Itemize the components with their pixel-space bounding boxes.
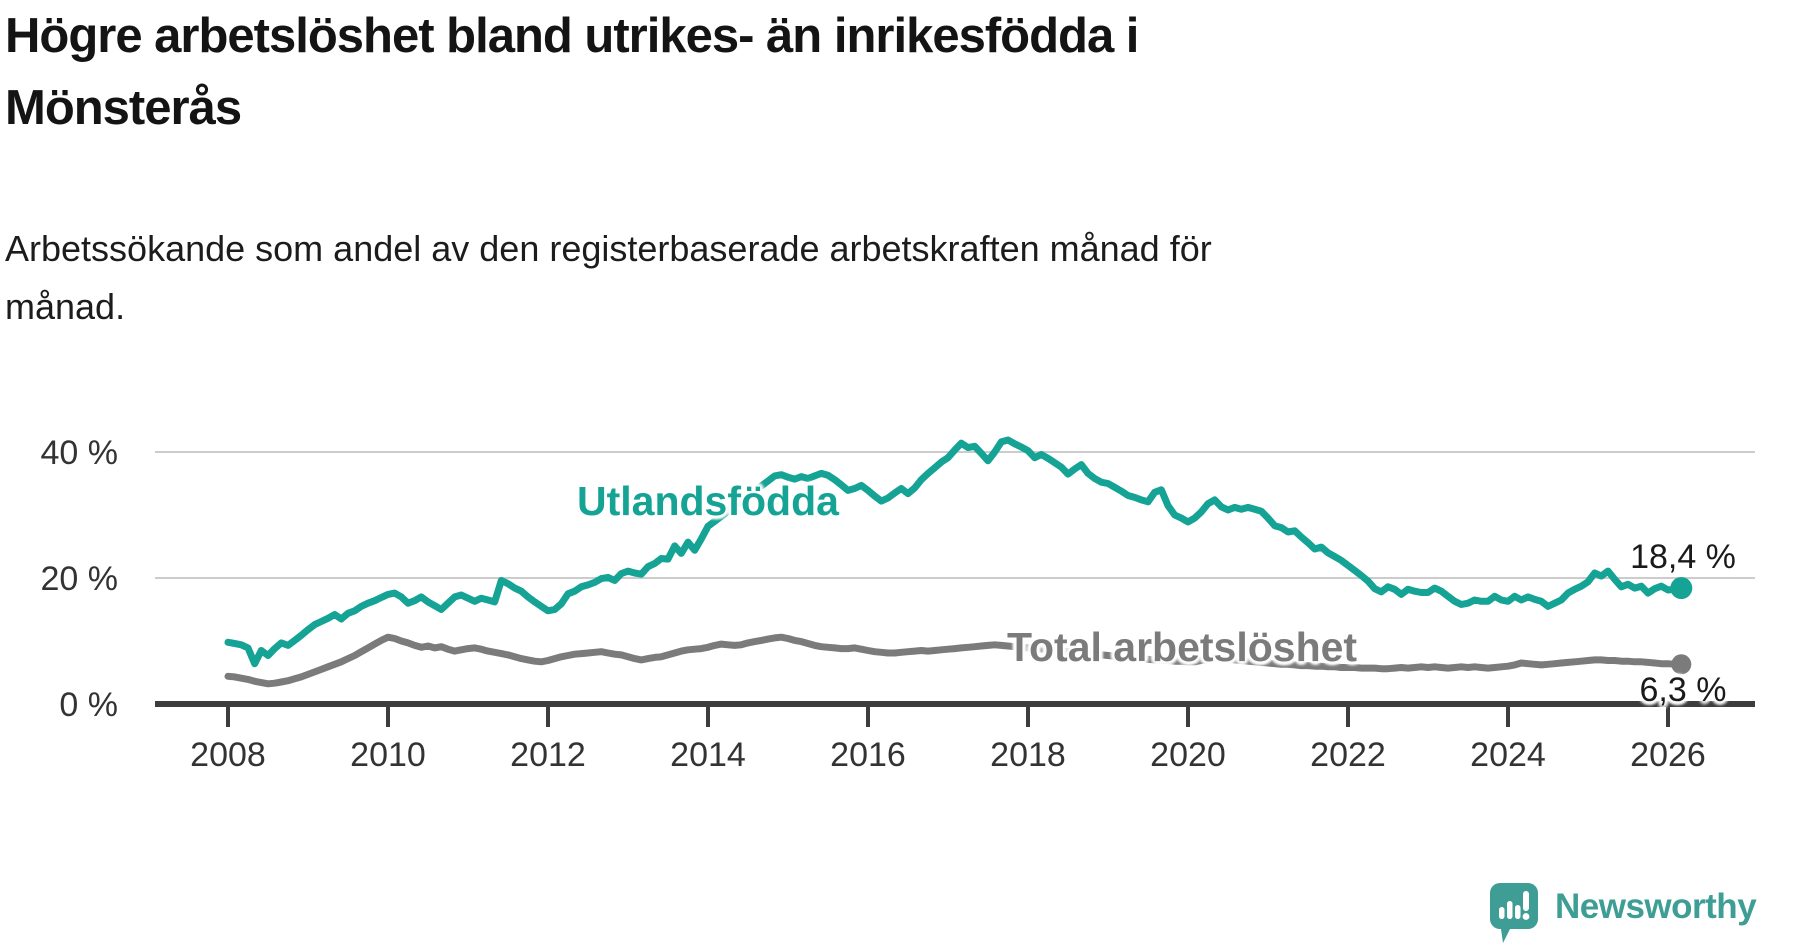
end-value-label-utlandsfodda: 18,4 % <box>1630 538 1736 576</box>
chart-title: Högre arbetslöshet bland utrikes- än inr… <box>5 9 1139 135</box>
y-axis-label-20: 20 % <box>41 560 119 598</box>
endpoint-dot-utlandsfodda <box>1670 577 1693 600</box>
series-line-total-arbetsloshet <box>224 633 1685 688</box>
series-label-utlandsfodda: Utlandsfödda <box>577 478 839 524</box>
y-axis-label-40: 40 % <box>41 434 119 472</box>
series-label-total-arbetsloshet: Total arbetslöshet <box>1007 624 1358 670</box>
newsworthy-logo: Newsworthy <box>1490 883 1757 947</box>
y-axis-label-0: 0 % <box>59 686 118 724</box>
x-axis-label-2012: 2012 <box>510 736 586 774</box>
end-value-label-total-arbetsloshet: 6,3 % <box>1639 671 1727 709</box>
chart-subtitle: Arbetssökande som andel av den registerb… <box>5 228 1212 327</box>
x-axis-label-2008: 2008 <box>190 736 266 774</box>
series-line-utlandsfodda <box>224 436 1685 668</box>
x-axis-label-2016: 2016 <box>830 736 906 774</box>
x-axis-label-2014: 2014 <box>670 736 746 774</box>
newsworthy-icon <box>1490 883 1538 943</box>
newsworthy-wordmark: Newsworthy <box>1555 887 1757 926</box>
x-axis-label-2020: 2020 <box>1150 736 1226 774</box>
x-axis-label-2018: 2018 <box>990 736 1066 774</box>
x-axis-label-2022: 2022 <box>1310 736 1386 774</box>
x-axis-label-2010: 2010 <box>350 736 426 774</box>
speech-bubble-chart-icon <box>1490 883 1538 943</box>
x-axis-label-2026: 2026 <box>1630 736 1706 774</box>
endpoint-dot-total-arbetsloshet <box>1671 654 1692 675</box>
x-axis-label-2024: 2024 <box>1470 736 1546 774</box>
